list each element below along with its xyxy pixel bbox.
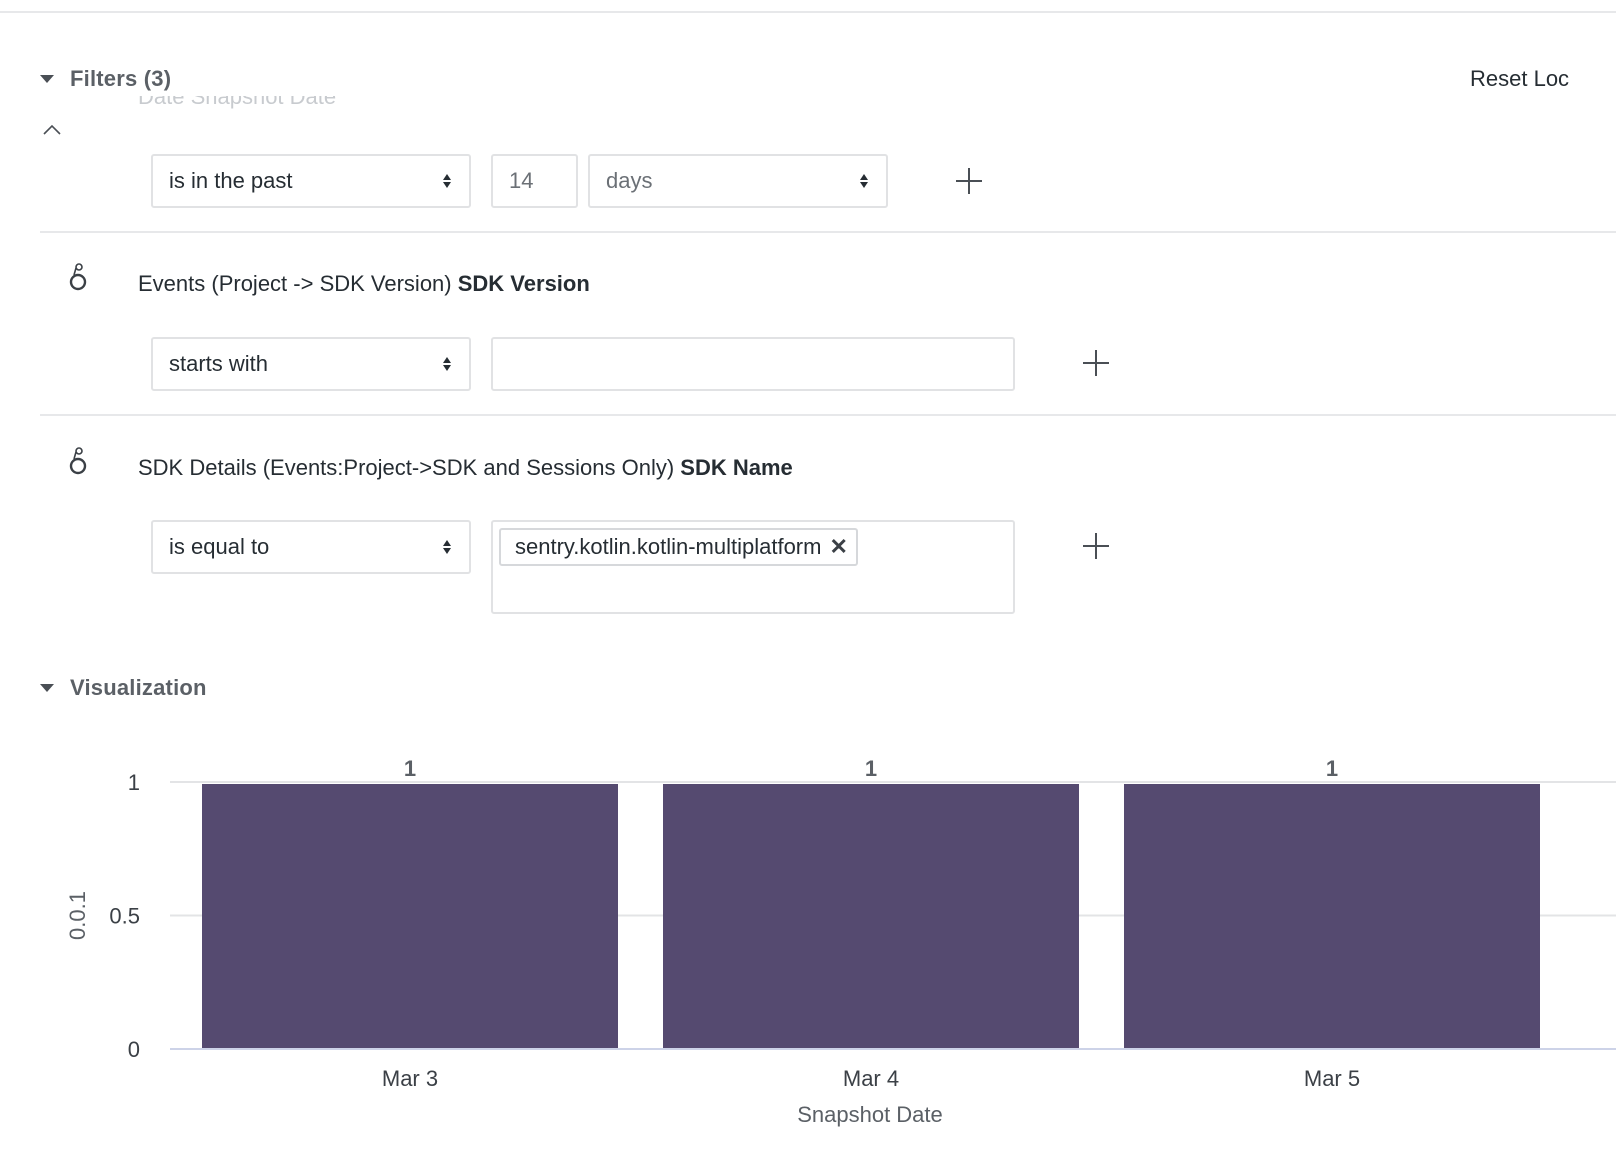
select-arrows-icon bbox=[858, 172, 870, 190]
value-chip: sentry.kotlin.kotlin-multiplatform ✕ bbox=[499, 528, 858, 566]
field-name: SDK Name bbox=[680, 455, 793, 480]
field-link-icon[interactable] bbox=[66, 446, 92, 476]
sdk-version-operator-value: starts with bbox=[169, 351, 269, 376]
top-divider bbox=[0, 11, 1616, 13]
x-tick-label: Mar 3 bbox=[382, 1066, 438, 1091]
field-prefix: Events (Project -> SDK Version) bbox=[138, 271, 452, 296]
visualization-section-toggle[interactable]: Visualization bbox=[40, 673, 207, 703]
field-label-sdk-name: SDK Details (Events:Project->SDK and Ses… bbox=[138, 455, 793, 481]
data-label: 1 bbox=[1326, 756, 1338, 781]
y-tick-label: 0 bbox=[128, 1037, 140, 1062]
filters-title: Filters (3) bbox=[70, 66, 172, 91]
x-tick-label: Mar 4 bbox=[843, 1066, 899, 1091]
collapse-triangle-icon bbox=[40, 75, 54, 83]
data-label: 1 bbox=[404, 756, 416, 781]
sdk-name-operator-select[interactable]: is equal to bbox=[151, 520, 471, 574]
field-link-icon[interactable] bbox=[66, 262, 92, 292]
select-arrows-icon bbox=[441, 355, 453, 373]
date-operator-value: is in the past bbox=[169, 168, 293, 193]
date-unit-value: days bbox=[606, 168, 653, 193]
scrolled-field-label: Date Snapshot Date bbox=[138, 96, 337, 109]
date-unit-select[interactable]: days bbox=[588, 154, 888, 208]
reset-button[interactable]: Reset Loc bbox=[1470, 66, 1570, 91]
field-name: SDK Version bbox=[457, 271, 590, 296]
bar-chart: 0 0.5 1 0.0.1 1 Mar 3 1 Mar 4 1 Mar 5 Snapshot Dat… bbox=[65, 756, 1616, 1127]
x-axis-label: Snapshot Date bbox=[797, 1102, 943, 1127]
remove-chip-icon[interactable]: ✕ bbox=[829, 534, 848, 559]
x-tick-label: Mar 5 bbox=[1304, 1066, 1360, 1091]
chip-label: sentry.kotlin.kotlin-multiplatform bbox=[515, 534, 822, 559]
sdk-version-operator-select[interactable]: starts with bbox=[151, 337, 471, 391]
y-tick-label: 1 bbox=[128, 770, 140, 795]
y-axis-label: 0.0.1 bbox=[65, 891, 90, 940]
sdk-name-values-input[interactable]: sentry.kotlin.kotlin-multiplatform ✕ bbox=[491, 520, 1015, 614]
select-arrows-icon bbox=[441, 538, 453, 556]
data-label: 1 bbox=[865, 756, 877, 781]
bar bbox=[1124, 784, 1540, 1048]
collapse-triangle-icon bbox=[40, 684, 54, 692]
row-divider bbox=[40, 414, 1616, 416]
chevron-up-icon[interactable] bbox=[42, 122, 62, 136]
bar bbox=[663, 784, 1079, 1048]
field-prefix: SDK Details (Events:Project->SDK and Ses… bbox=[138, 455, 675, 480]
add-value-button[interactable] bbox=[1083, 350, 1109, 376]
row-divider bbox=[40, 231, 1616, 233]
y-tick-label: 0.5 bbox=[109, 904, 140, 929]
sdk-name-operator-value: is equal to bbox=[169, 534, 270, 559]
date-operator-select[interactable]: is in the past bbox=[151, 154, 471, 208]
select-arrows-icon bbox=[441, 172, 453, 190]
sdk-version-value-input[interactable] bbox=[491, 337, 1015, 391]
add-value-button[interactable] bbox=[1083, 533, 1109, 559]
field-label-sdk-version: Events (Project -> SDK Version) SDK Vers… bbox=[138, 271, 590, 297]
add-value-button[interactable] bbox=[956, 168, 982, 194]
date-amount-input[interactable]: 14 bbox=[491, 154, 578, 208]
bar bbox=[202, 784, 618, 1048]
visualization-title: Visualization bbox=[70, 675, 207, 700]
filters-section-toggle[interactable]: Filters (3) bbox=[40, 64, 171, 94]
